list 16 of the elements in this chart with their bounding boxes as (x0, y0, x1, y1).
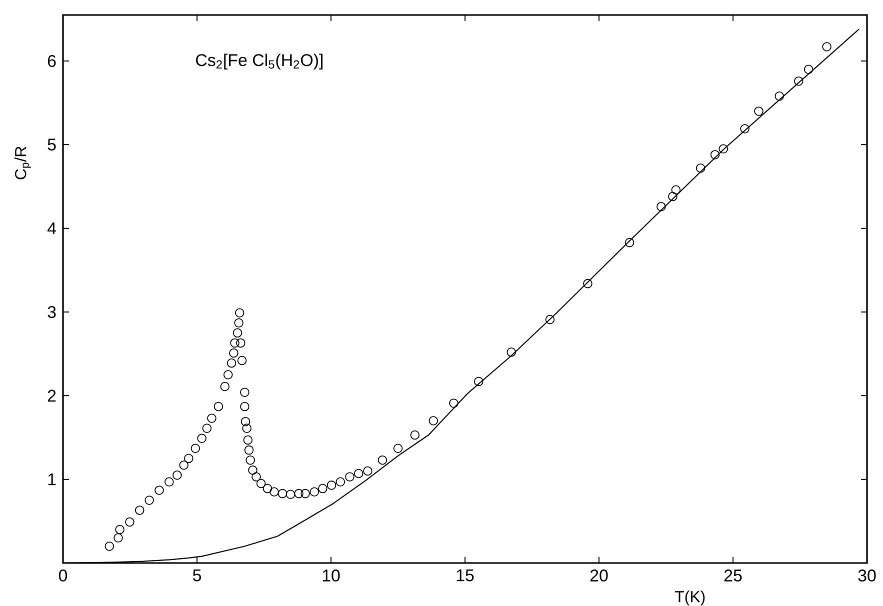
x-tick-label: 5 (192, 570, 201, 582)
y-tick-label: 3 (48, 306, 56, 318)
x-axis-title: T(K) (674, 590, 705, 606)
x-tick-label: 0 (58, 570, 68, 582)
x-tick-label: 10 (322, 570, 340, 582)
y-tick-label: 1 (48, 474, 56, 486)
x-tick-label: 25 (724, 570, 742, 582)
y-tick-label: 4 (47, 222, 56, 234)
annotation: Cs$_{2}$[Fe Cl$_{5}$(H$_{2}$O)] (196, 54, 322, 70)
x-tick-label: 30 (858, 570, 876, 582)
y-tick-label: 5 (48, 138, 56, 151)
x-tick-label: 20 (590, 570, 608, 582)
y-tick-label: 2 (48, 390, 56, 402)
y-axis-title: C$_{p}$/R (14, 146, 32, 180)
x-tick-label: 15 (456, 570, 474, 582)
y-tick-label: 6 (48, 55, 56, 68)
